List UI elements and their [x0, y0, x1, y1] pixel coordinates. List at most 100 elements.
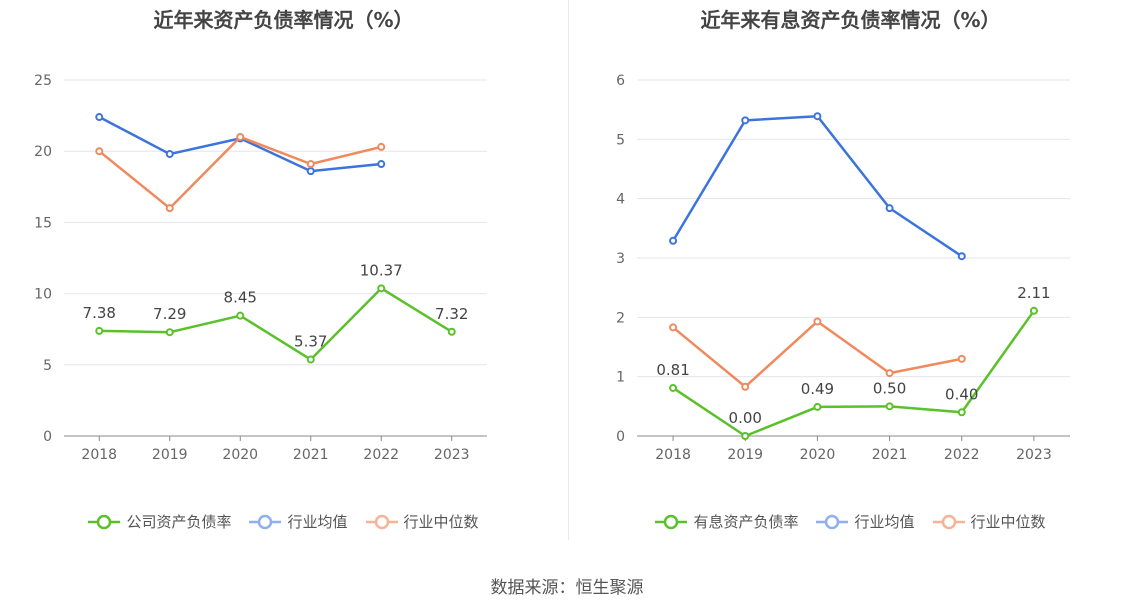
x-tick-label: 2022	[363, 447, 399, 463]
series-0-line	[672, 310, 1035, 438]
legend-item[interactable]: 行业均值	[816, 511, 915, 532]
series-0-point	[957, 408, 966, 417]
x-tick-label: 2021	[293, 447, 329, 463]
series-0-point	[165, 328, 174, 337]
series-1-line	[98, 115, 382, 173]
legend-label: 行业均值	[854, 513, 915, 531]
y-tick-label: 2	[616, 310, 625, 326]
series-1-point	[741, 116, 750, 125]
legend-label: 行业均值	[287, 513, 348, 531]
data-label: 0.00	[729, 409, 762, 427]
series-1-point	[306, 167, 315, 176]
series-0-point	[236, 311, 245, 320]
series-2-point	[813, 317, 822, 326]
data-label: 0.81	[656, 361, 689, 379]
series-2-point	[669, 323, 678, 332]
legend-marker-icon	[932, 514, 965, 529]
y-tick-label: 25	[34, 73, 52, 89]
legend-label: 行业中位数	[970, 513, 1046, 531]
series-2-point	[306, 160, 315, 169]
series-0-point	[377, 284, 386, 293]
data-label: 2.11	[1017, 284, 1050, 302]
data-label: 10.37	[360, 261, 403, 279]
series-2-point	[236, 132, 245, 141]
y-tick-label: 5	[616, 132, 625, 148]
left-chart-svg: 0 5 10 15 20 25 2018 2019 2020 2021 2022 2023 7.38 7.…	[34, 73, 487, 463]
y-tick-label: 6	[616, 73, 625, 89]
panel-divider	[568, 0, 569, 540]
legend-item[interactable]: 有息资产负债率	[655, 511, 798, 532]
series-0-point	[885, 402, 894, 411]
series-2-line	[98, 135, 382, 210]
legend-marker-icon	[249, 514, 282, 529]
left-chart-legend: 公司资产负债率 行业均值 行业中位数	[0, 511, 567, 532]
series-2-point	[377, 142, 386, 151]
y-tick-label: 15	[34, 215, 52, 231]
legend-marker-circle	[97, 514, 112, 529]
y-tick-label: 10	[34, 287, 52, 303]
legend-marker-circle	[664, 514, 679, 529]
y-tick-label: 5	[43, 358, 52, 374]
series-1-line	[672, 114, 963, 258]
x-tick-label: 2020	[800, 447, 836, 463]
series-0-point	[1029, 306, 1038, 315]
legend-marker-icon	[88, 514, 121, 529]
data-label: 5.37	[294, 333, 327, 351]
series-0-point	[306, 355, 315, 364]
legend-label: 公司资产负债率	[126, 513, 232, 531]
right-chart-panel: 近年来有息资产负债率情况（%） 0 1 2 3 4 5 6 2018 2019 2020 2021 2…	[567, 0, 1134, 560]
data-source-note: 数据来源：恒生聚源	[490, 578, 644, 598]
x-tick-label: 2018	[81, 447, 117, 463]
series-0-point	[813, 402, 822, 411]
x-tick-label: 2019	[727, 447, 763, 463]
series-1-point	[95, 113, 104, 122]
legend-item[interactable]: 行业中位数	[932, 511, 1046, 532]
data-label: 0.50	[873, 379, 906, 397]
left-chart-panel: 近年来资产负债率情况（%） 0 5 10 15 20 25 2018 2019 2020 2021…	[0, 0, 567, 560]
series-1-point	[957, 252, 966, 261]
left-chart-title: 近年来资产负债率情况（%）	[153, 8, 414, 32]
series-2-point	[741, 382, 750, 391]
legend-label: 有息资产负债率	[693, 513, 799, 531]
legend-item[interactable]: 行业均值	[249, 511, 348, 532]
series-2-point	[957, 354, 966, 363]
series-2-point	[165, 204, 174, 213]
y-tick-label: 20	[34, 144, 52, 160]
series-1-point	[813, 112, 822, 121]
legend-marker-icon	[816, 514, 849, 529]
series-1-point	[377, 160, 386, 169]
legend-marker-icon	[365, 514, 398, 529]
legend-marker-circle	[941, 514, 956, 529]
series-0-point	[741, 432, 750, 440]
x-tick-label: 2022	[944, 447, 980, 463]
legend-item[interactable]: 公司资产负债率	[88, 511, 231, 532]
data-label: 0.40	[945, 385, 978, 403]
data-label: 0.49	[801, 380, 834, 398]
legend-marker-icon	[655, 514, 688, 529]
data-label: 7.32	[435, 305, 468, 323]
legend-label: 行业中位数	[403, 513, 479, 531]
x-tick-label: 2023	[1016, 447, 1052, 463]
legend-marker-circle	[258, 514, 273, 529]
data-label: 7.38	[83, 304, 116, 322]
legend-item[interactable]: 行业中位数	[365, 511, 479, 532]
series-0-line	[99, 287, 453, 361]
series-0-point	[447, 327, 456, 336]
series-0-point	[669, 383, 678, 392]
y-tick-label: 4	[616, 192, 625, 208]
x-tick-label: 2023	[434, 447, 470, 463]
y-tick-label: 0	[616, 429, 625, 445]
data-label: 7.29	[153, 305, 186, 323]
legend-marker-circle	[825, 514, 840, 529]
y-tick-label: 0	[43, 429, 52, 445]
right-chart-svg: 0 1 2 3 4 5 6 2018 2019 2020 2021 2022 2023 0.81 0.00 0…	[616, 73, 1070, 463]
series-2-point	[885, 369, 894, 378]
series-1-point	[165, 150, 174, 159]
series-2-point	[95, 147, 104, 156]
y-tick-label: 1	[616, 370, 625, 386]
right-chart-legend: 有息资产负债率 行业均值 行业中位数	[567, 511, 1134, 532]
series-1-point	[669, 236, 678, 245]
data-label: 8.45	[224, 289, 257, 307]
legend-marker-circle	[374, 514, 389, 529]
series-1-point	[885, 204, 894, 213]
